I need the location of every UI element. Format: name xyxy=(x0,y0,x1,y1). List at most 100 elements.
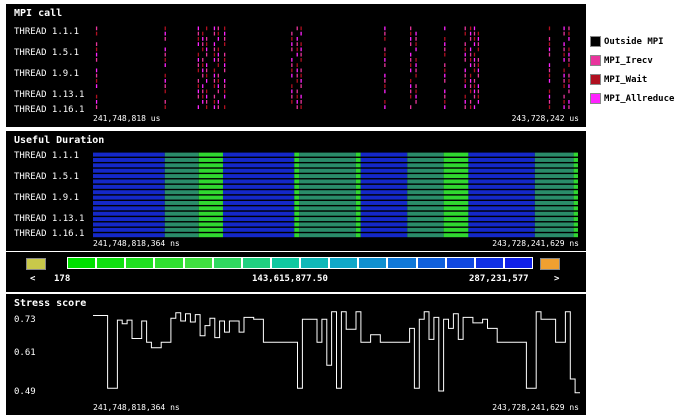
useful-thread-label: THREAD 1.13.1 xyxy=(14,214,85,224)
useful-duration-timeline[interactable] xyxy=(93,152,578,238)
legend-label: MPI_Irecv xyxy=(604,55,653,66)
useful-duration-segment xyxy=(355,174,361,179)
mpi-call-panel[interactable]: MPI call THREAD 1.1.1 THREAD 1.5.1 THREA… xyxy=(6,4,586,127)
mpi-event-mark xyxy=(477,47,480,52)
useful-duration-segment xyxy=(573,217,578,222)
mpi-event-mark xyxy=(473,31,476,36)
mpi-event-mark xyxy=(464,31,466,36)
useful-duration-segment xyxy=(299,163,356,168)
useful-duration-segment xyxy=(360,179,408,184)
useful-duration-segment xyxy=(573,200,578,205)
legend-item-outside-mpi[interactable]: Outside MPI xyxy=(590,32,674,51)
mpi-event-mark xyxy=(563,26,565,31)
useful-duration-segment xyxy=(164,168,199,173)
mpi-event-mark xyxy=(296,63,298,67)
useful-duration-segment xyxy=(534,157,574,162)
useful-duration-segment xyxy=(443,184,469,189)
useful-duration-segment xyxy=(299,184,356,189)
mpi-event-mark xyxy=(444,94,446,99)
useful-duration-segment xyxy=(164,179,199,184)
useful-duration-segment xyxy=(299,174,356,179)
mpi-event-mark xyxy=(205,89,208,94)
mpi-event-mark xyxy=(548,68,551,73)
legend-item-mpi-allreduce[interactable]: MPI_Allreduce xyxy=(590,89,674,108)
mpi-event-mark xyxy=(291,100,293,104)
mpi-event-mark xyxy=(384,26,386,31)
mpi-event-mark xyxy=(469,84,472,88)
mpi-event-mark xyxy=(205,73,208,78)
mpi-event-mark xyxy=(384,47,386,52)
mpi-event-mark xyxy=(548,26,551,31)
useful-time-end: 243,728,241,629 ns xyxy=(492,239,579,248)
gradient-mid-label: 143,615,877.50 xyxy=(252,274,328,284)
mpi-event-mark xyxy=(217,47,219,52)
mpi-event-mark xyxy=(291,94,293,99)
useful-duration-segment xyxy=(93,206,165,211)
useful-duration-segment xyxy=(360,157,408,162)
mpi-event-mark xyxy=(300,84,302,88)
mpi-event-mark xyxy=(563,84,565,88)
useful-duration-segment xyxy=(93,157,165,162)
mpi-event-mark xyxy=(469,52,472,57)
mpi-event-mark xyxy=(296,26,298,31)
useful-duration-segment xyxy=(443,200,469,205)
mpi-event-mark xyxy=(415,84,417,88)
mpi-event-mark xyxy=(464,105,466,109)
useful-duration-segment xyxy=(198,179,223,184)
useful-duration-segment xyxy=(294,217,300,222)
mpi-event-mark xyxy=(384,63,386,67)
useful-duration-segment xyxy=(573,222,578,227)
useful-duration-segment xyxy=(198,195,223,200)
useful-duration-segment xyxy=(164,152,199,157)
useful-duration-segment xyxy=(355,168,361,173)
useful-duration-segment xyxy=(443,211,469,216)
useful-duration-segment xyxy=(294,195,300,200)
mpi-event-mark xyxy=(300,47,302,52)
stress-score-plot[interactable] xyxy=(93,310,580,402)
mpi-event-mark xyxy=(477,94,480,99)
mpi-event-mark xyxy=(202,31,204,36)
legend-item-mpi-irecv[interactable]: MPI_Irecv xyxy=(590,51,674,70)
mpi-event-mark xyxy=(568,31,570,36)
mpi-event-mark xyxy=(164,58,166,62)
mpi-event-mark xyxy=(224,79,226,83)
useful-duration-segment xyxy=(355,190,361,195)
mpi-event-mark xyxy=(444,73,446,78)
useful-duration-segment xyxy=(355,179,361,184)
mpi-event-mark xyxy=(444,26,446,31)
useful-thread-label: THREAD 1.1.1 xyxy=(14,151,80,161)
mpi-event-mark xyxy=(415,63,417,67)
mpi-event-mark xyxy=(563,73,565,78)
mpi-event-mark xyxy=(548,73,551,78)
useful-duration-segment xyxy=(198,163,223,168)
left-arrow[interactable]: < xyxy=(30,274,36,284)
mpi-event-mark xyxy=(95,42,98,46)
mpi-event-mark xyxy=(384,105,386,109)
mpi-event-mark xyxy=(563,68,565,73)
mpi-event-mark xyxy=(224,63,226,67)
mpi-event-mark xyxy=(296,37,298,41)
gradient-step xyxy=(445,257,475,269)
mpi-timeline[interactable] xyxy=(93,26,580,110)
mpi-event-mark xyxy=(296,52,298,57)
useful-duration-segment xyxy=(198,184,223,189)
right-arrow[interactable]: > xyxy=(554,274,560,284)
mpi-event-mark xyxy=(197,58,200,62)
mpi-event-mark xyxy=(217,31,219,36)
useful-duration-segment xyxy=(355,222,361,227)
useful-duration-segment xyxy=(534,211,574,216)
useful-duration-segment xyxy=(468,179,535,184)
mpi-event-mark xyxy=(213,94,216,99)
useful-duration-segment xyxy=(573,152,578,157)
stress-score-panel[interactable]: Stress score 0.73 0.61 0.49 241,748,818,… xyxy=(6,294,586,415)
useful-duration-segment xyxy=(299,217,356,222)
useful-duration-segment xyxy=(164,163,199,168)
useful-duration-segment xyxy=(360,222,408,227)
useful-duration-panel[interactable]: Useful Duration THREAD 1.1.1 THREAD 1.5.… xyxy=(6,131,586,251)
mpi-event-mark xyxy=(197,26,200,31)
mpi-event-mark xyxy=(415,47,417,52)
useful-duration-segment xyxy=(294,200,300,205)
legend-item-mpi-wait[interactable]: MPI_Wait xyxy=(590,70,674,89)
mpi-event-mark xyxy=(568,47,570,52)
mpi-event-mark xyxy=(464,42,466,46)
